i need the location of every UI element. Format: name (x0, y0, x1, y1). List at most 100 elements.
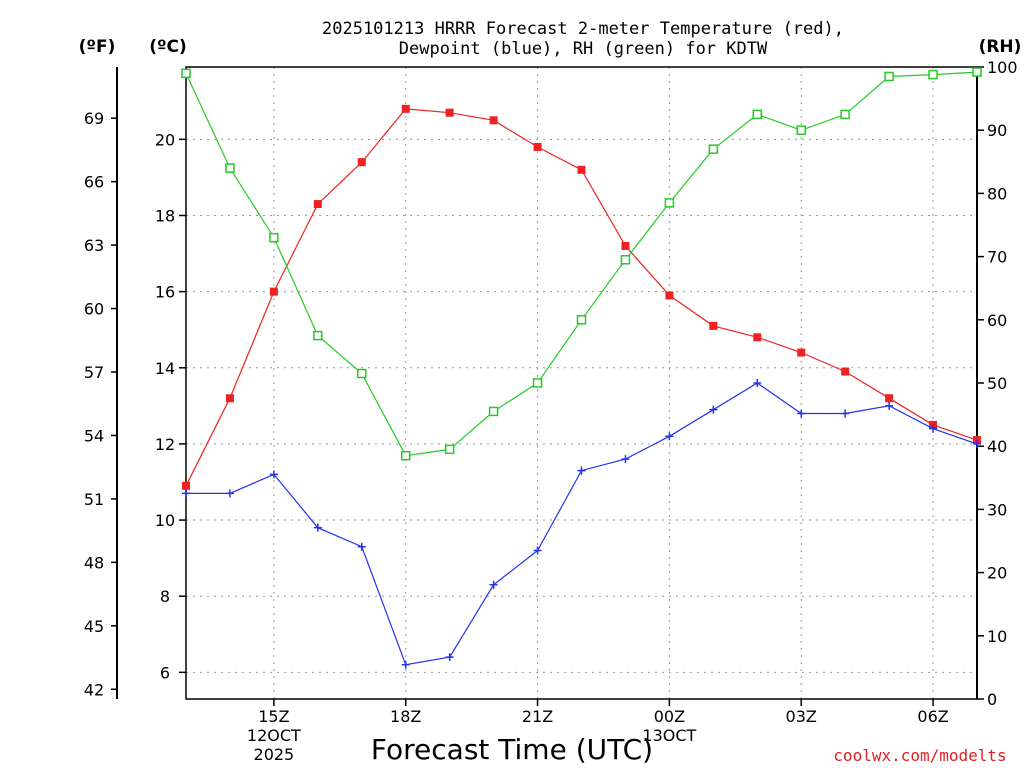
rh-tick-label: 100 (987, 58, 1018, 77)
rh-point (708, 144, 719, 154)
rh-point (576, 315, 587, 325)
rh-point (972, 67, 982, 77)
fahrenheit-tick-label: 54 (84, 426, 104, 445)
dewpoint-point (489, 580, 498, 589)
temperature-point (665, 291, 674, 300)
x-tick-date-label: 12OCT (247, 726, 301, 745)
celsius-tick-label: 10 (155, 511, 175, 530)
temperature-point (621, 241, 630, 250)
rh-point (225, 163, 235, 173)
rh-tick-label: 70 (987, 248, 1007, 267)
x-tick-label: 18Z (390, 707, 421, 726)
fahrenheit-unit-label: (ºF) (79, 37, 116, 57)
dewpoint-point (929, 424, 938, 433)
x-tick-year-label: 2025 (254, 745, 295, 764)
rh-point (313, 330, 323, 341)
rh-point (357, 368, 367, 379)
dewpoint-point (269, 470, 278, 479)
dewpoint-point (445, 653, 454, 662)
gridlines (186, 67, 977, 699)
rh-point (752, 109, 763, 120)
dewpoint-point (621, 455, 630, 464)
chart-title-line-1: 2025101213 HRRR Forecast 2-meter Tempera… (322, 19, 844, 39)
rh-tick-label: 50 (987, 374, 1007, 393)
dewpoint-point (577, 466, 586, 475)
fahrenheit-tick-label: 66 (84, 173, 104, 192)
temperature-point (533, 142, 542, 151)
rh-tick-label: 0 (987, 690, 997, 709)
temperature-point (797, 348, 806, 357)
fahrenheit-tick-label: 69 (84, 109, 104, 128)
rh-tick-label: 90 (987, 121, 1007, 140)
rh-point (620, 255, 631, 265)
dewpoint-point (841, 409, 850, 418)
chart-title-line-2: Dewpoint (blue), RH (green) for KDTW (399, 39, 768, 59)
rh-point (400, 450, 411, 461)
data-series (181, 67, 982, 669)
dewpoint-point (885, 401, 894, 410)
x-axis-title: Forecast Time (UTC) (371, 733, 653, 766)
fahrenheit-tick-label: 45 (84, 617, 104, 636)
temperature-point (577, 165, 586, 174)
rh-point (884, 71, 894, 82)
rh-point (488, 406, 499, 417)
temperature-point (269, 287, 278, 296)
fahrenheit-tick-label: 42 (84, 680, 104, 699)
temperature-point (401, 104, 410, 113)
rh-point (840, 109, 850, 120)
dewpoint-point (709, 405, 718, 414)
dewpoint-point (225, 489, 234, 498)
x-tick-label: 00Z (654, 707, 685, 726)
rh-tick-label: 40 (987, 437, 1007, 456)
celsius-tick-label: 14 (155, 359, 175, 378)
fahrenheit-tick-label: 60 (84, 300, 104, 319)
temperature-point (445, 108, 454, 117)
temperature-point (225, 394, 234, 403)
rh-point (181, 68, 191, 79)
rh-tick-label: 30 (987, 500, 1007, 519)
fahrenheit-tick-label: 63 (84, 236, 104, 255)
temperature-point (182, 481, 190, 490)
celsius-tick-label: 12 (155, 435, 175, 454)
x-tick-label: 06Z (917, 707, 948, 726)
rh-unit-label: (RH) (979, 37, 1022, 57)
fahrenheit-tick-label: 48 (84, 553, 104, 572)
rh-point (444, 444, 455, 455)
rh-line (185, 71, 978, 457)
dewpoint-point (401, 660, 410, 669)
dewpoint-line (186, 382, 978, 666)
temperature-point (489, 116, 498, 125)
dewpoint-point (182, 489, 190, 498)
temperature-point (709, 321, 718, 330)
rh-tick-label: 10 (987, 627, 1007, 646)
rh-point (664, 198, 675, 208)
fahrenheit-tick-label: 57 (84, 363, 104, 382)
celsius-tick-label: 6 (160, 663, 170, 682)
dewpoint-point (973, 439, 981, 448)
temperature-point (313, 200, 322, 209)
x-tick-date-label: 13OCT (642, 726, 696, 745)
dewpoint-point (665, 432, 674, 441)
plot-frame (185, 66, 978, 700)
rh-tick-label: 80 (987, 184, 1007, 203)
x-tick-label: 21Z (522, 707, 553, 726)
rh-point (532, 378, 543, 388)
celsius-tick-label: 16 (155, 283, 175, 302)
temperature-point (357, 158, 366, 167)
celsius-tick-label: 8 (160, 587, 170, 606)
temperature-line (185, 108, 978, 487)
rh-point (269, 232, 279, 243)
x-tick-label: 03Z (786, 707, 817, 726)
rh-tick-label: 60 (987, 311, 1007, 330)
dewpoint-point (753, 379, 762, 387)
celsius-tick-label: 20 (155, 130, 175, 149)
dewpoint-point (533, 546, 542, 555)
rh-point (928, 69, 938, 80)
temperature-point (885, 394, 894, 403)
credit-text: coolwx.com/modelts (833, 746, 1006, 765)
temperature-point (753, 333, 762, 342)
dewpoint-point (313, 523, 322, 532)
rh-tick-label: 20 (987, 564, 1007, 583)
